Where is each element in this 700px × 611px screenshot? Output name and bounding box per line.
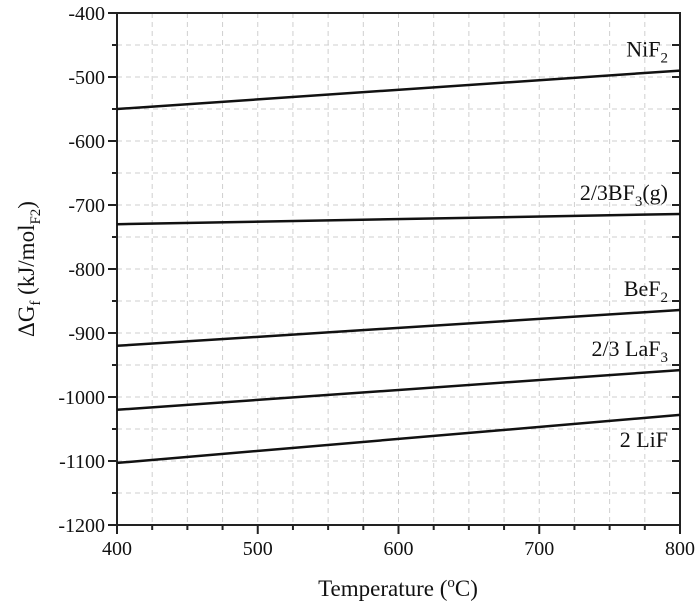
y-tick-label: -1000 — [58, 387, 105, 409]
y-tick-label: -400 — [68, 3, 105, 25]
series-line — [116, 413, 681, 465]
x-tick-label: 400 — [102, 538, 132, 560]
axis-ticks — [108, 12, 681, 534]
y-tick-label: -900 — [68, 323, 105, 345]
y-tick-label: -700 — [68, 195, 105, 217]
y-tick-label: -500 — [68, 67, 105, 89]
series-label: NiF2 — [626, 37, 668, 67]
y-tick-label: -1100 — [59, 451, 105, 473]
series-label: BeF2 — [624, 276, 668, 306]
y-tick-labels: -400 -500 -600 -700 -800 -900 -1000 -1100 -1200 — [58, 3, 105, 537]
x-tick-label: 600 — [384, 538, 414, 560]
series-label: 2 LiF — [620, 427, 668, 452]
x-tick-labels: 400 500 600 700 800 — [102, 538, 695, 560]
data-series — [116, 69, 681, 465]
y-tick-label: -800 — [68, 259, 105, 281]
series-line — [116, 368, 681, 412]
y-tick-label: -600 — [68, 131, 105, 153]
x-tick-label: 700 — [524, 538, 554, 560]
y-tick-label: -1200 — [58, 515, 105, 537]
plot-frame — [116, 12, 681, 526]
series-label: 2/3BF3(g) — [580, 180, 668, 210]
series-line — [116, 69, 681, 111]
x-tick-label: 800 — [665, 538, 695, 560]
series-label: 2/3 LaF3 — [591, 336, 668, 366]
x-tick-label: 500 — [243, 538, 273, 560]
series-line — [116, 308, 681, 348]
y-axis-title: ΔGf (kJ/molF2) — [14, 201, 44, 337]
series-labels: NiF2 2/3BF3(g) BeF2 2/3 LaF3 2 LiF — [580, 37, 668, 452]
x-axis-title: Temperature (oC) — [318, 575, 478, 601]
series-line — [116, 212, 681, 226]
